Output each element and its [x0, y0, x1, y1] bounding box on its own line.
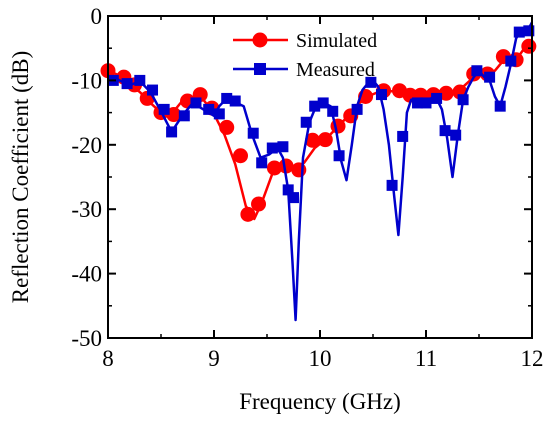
- legend-marker-simulated: [252, 32, 268, 48]
- data-point-simulated: [278, 158, 294, 174]
- data-point-measured: [309, 100, 321, 112]
- data-point-measured: [484, 71, 496, 83]
- data-point-measured: [134, 74, 146, 86]
- x-tick-label: 9: [208, 346, 220, 371]
- data-point-measured: [121, 78, 133, 90]
- data-point-simulated: [219, 119, 235, 135]
- data-point-measured: [471, 65, 483, 77]
- data-point-measured: [203, 103, 215, 115]
- data-point-simulated: [291, 162, 307, 178]
- data-point-measured: [266, 142, 278, 154]
- data-point-simulated: [266, 160, 282, 176]
- x-tick-label: 11: [415, 346, 437, 371]
- data-point-measured: [282, 184, 294, 196]
- data-point-measured: [397, 130, 409, 142]
- data-point-measured: [420, 97, 432, 109]
- data-point-measured: [190, 97, 202, 109]
- data-point-measured: [256, 157, 268, 169]
- x-tick-label: 8: [102, 346, 114, 371]
- data-point-measured: [365, 76, 377, 88]
- data-point-measured: [277, 141, 289, 153]
- y-tick-label: -30: [71, 197, 102, 222]
- data-point-simulated: [166, 107, 182, 123]
- data-point-measured: [213, 108, 225, 120]
- data-point-simulated: [240, 206, 256, 222]
- data-point-measured: [351, 103, 363, 115]
- legend-label-simulated: Simulated: [296, 30, 377, 52]
- data-point-simulated: [305, 132, 321, 148]
- data-point-simulated: [251, 196, 267, 212]
- x-tick-label: 12: [521, 346, 544, 371]
- y-tick-label: -20: [71, 133, 102, 158]
- data-point-measured: [494, 100, 506, 112]
- y-tick-label: -50: [71, 326, 102, 351]
- data-point-measured: [450, 129, 462, 141]
- data-point-measured: [166, 126, 178, 138]
- data-point-measured: [327, 105, 339, 117]
- data-point-measured: [147, 84, 159, 96]
- data-point-measured: [288, 192, 299, 204]
- data-point-simulated: [317, 132, 333, 148]
- legend: Simulated Measured: [233, 30, 377, 81]
- data-point-measured: [505, 55, 517, 67]
- data-point-simulated: [330, 118, 346, 134]
- data-point-measured: [178, 110, 190, 122]
- data-point-simulated: [521, 38, 537, 54]
- series-layer: [100, 21, 537, 322]
- x-axis-title: Frequency (GHz): [239, 389, 401, 414]
- data-point-measured: [523, 25, 535, 37]
- data-point-measured: [412, 97, 424, 109]
- data-point-measured: [457, 94, 469, 106]
- data-point-measured: [317, 97, 329, 109]
- x-tick-label: 10: [309, 346, 332, 371]
- axes-layer: 8 9 10 11 12 0 -10 -20 -30 -40 -50: [71, 4, 543, 371]
- y-tick-label: -10: [71, 68, 102, 93]
- data-point-measured: [333, 150, 345, 162]
- series-measured: [107, 21, 535, 322]
- legend-label-measured: Measured: [296, 59, 375, 81]
- y-tick-label: -40: [71, 262, 102, 287]
- data-point-measured: [300, 116, 312, 128]
- data-point-measured: [431, 92, 443, 104]
- data-point-measured: [439, 125, 451, 137]
- y-tick-label: 0: [91, 4, 103, 29]
- data-point-measured: [221, 92, 233, 104]
- data-point-simulated: [438, 85, 454, 101]
- data-point-simulated: [233, 148, 248, 164]
- data-point-measured: [375, 89, 387, 101]
- data-point-measured: [386, 179, 398, 191]
- data-point-measured: [513, 26, 525, 38]
- data-point-measured: [229, 95, 241, 107]
- data-point-measured: [158, 103, 170, 115]
- y-axis-title: Reflection Coefficient (dB): [8, 51, 33, 304]
- legend-marker-measured: [254, 63, 266, 75]
- data-point-measured: [247, 127, 259, 139]
